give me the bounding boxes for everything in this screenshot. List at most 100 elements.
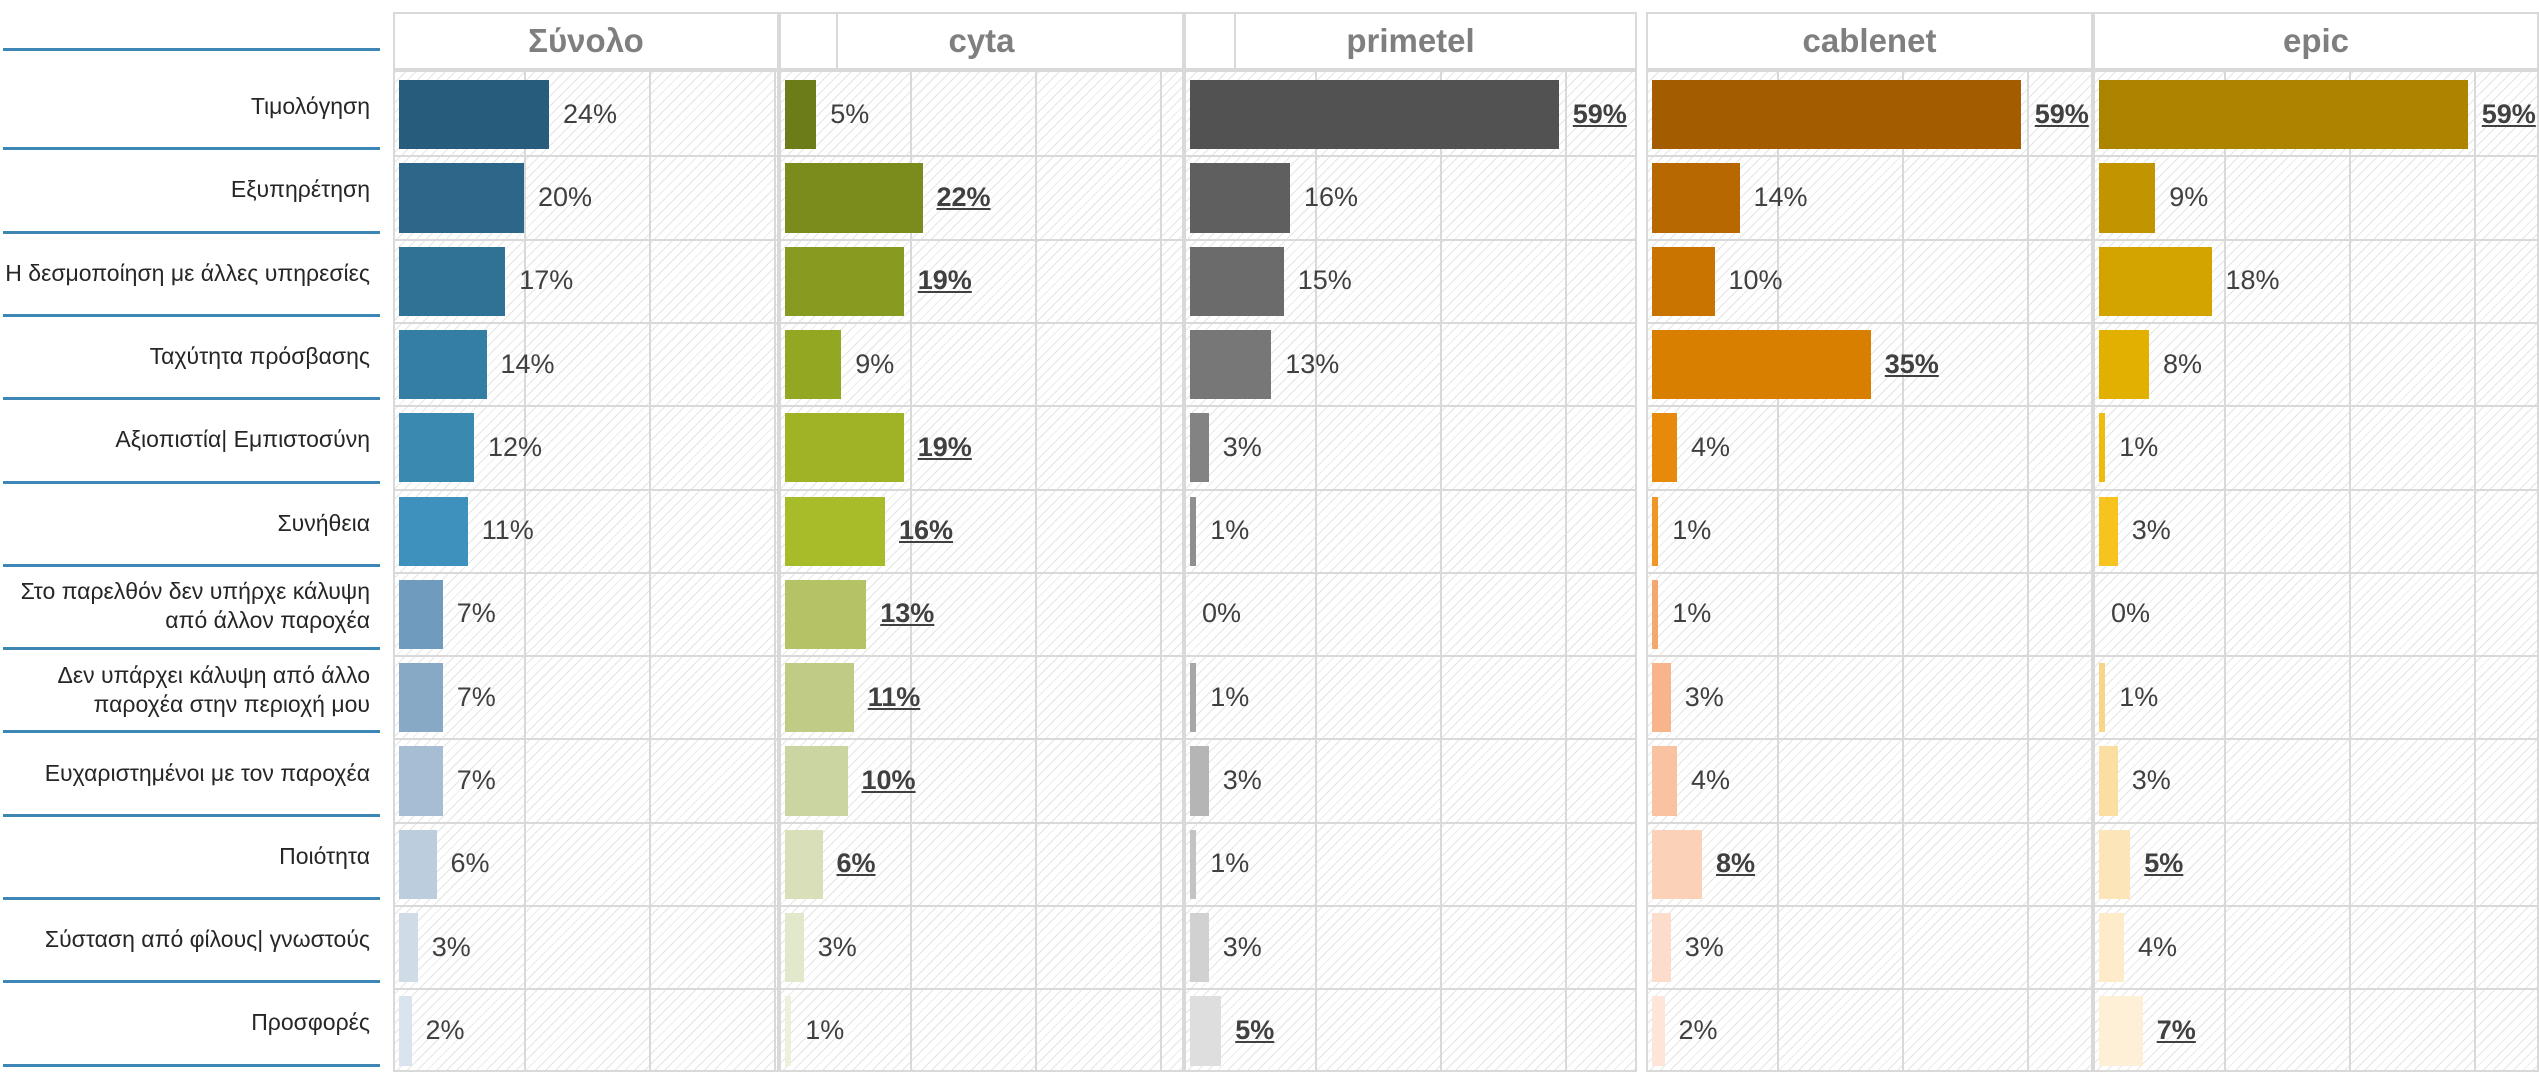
data-label: 0% [1202, 598, 1242, 629]
data-label: 19% [917, 265, 972, 296]
row-gridline [1648, 738, 2091, 741]
bar [1652, 829, 1702, 899]
row-gridline [1648, 155, 2091, 158]
gridline [1440, 72, 1442, 1070]
data-label: 8% [2163, 348, 2203, 379]
data-label: 20% [538, 181, 593, 212]
header-divider [836, 14, 838, 68]
bar [785, 829, 823, 899]
panel-header-cyta: cyta [779, 12, 1184, 70]
gridline [1160, 72, 1162, 1070]
row-gridline [781, 155, 1182, 158]
bar [1190, 246, 1284, 316]
category-label: Η δεσμοποίηση με άλλες υπηρεσίες [5, 259, 370, 286]
row-gridline [2095, 571, 2537, 574]
category-label: Ποιότητα [279, 842, 370, 869]
series-title: cablenet [1802, 22, 1937, 59]
bar [785, 246, 904, 316]
category-label: Ταχύτητα πρόσβασης [149, 343, 370, 370]
row-gridline [781, 738, 1182, 741]
row-labels: Τιμολόγηση Εξυπηρέτηση Η δεσμοποίηση με άλ… [0, 0, 372, 1068]
data-label: 3% [817, 931, 857, 962]
panel-header-cablenet: cablenet [1646, 12, 2093, 70]
row-separator [3, 147, 380, 151]
bar [1652, 746, 1677, 816]
bar [785, 496, 885, 566]
row-gridline [1186, 488, 1635, 491]
bar [2099, 413, 2106, 483]
data-label: 3% [1684, 931, 1724, 962]
data-label: 8% [1716, 848, 1756, 879]
bar [1190, 663, 1197, 733]
bar [399, 746, 443, 816]
data-label: 7% [456, 598, 496, 629]
row-gridline [2095, 488, 2537, 491]
row-gridline [1648, 488, 2091, 491]
bar [1652, 329, 1871, 400]
bar [399, 163, 524, 233]
row-gridline [395, 488, 777, 491]
row-separator [3, 48, 380, 51]
series-title: cyta [948, 22, 1015, 59]
data-label: 1% [1210, 515, 1250, 546]
row-gridline [1648, 988, 2091, 991]
bar [1652, 579, 1659, 650]
row-gridline [1648, 238, 2091, 241]
row-gridline [1648, 655, 2091, 658]
header-divider [1234, 14, 1236, 68]
bar [785, 996, 792, 1066]
bar [785, 579, 867, 650]
row-separator [3, 980, 380, 984]
bar [785, 913, 804, 983]
data-label: 10% [1728, 265, 1783, 296]
bar [2099, 80, 2468, 150]
panel-header-primetel: primetel [1184, 12, 1637, 70]
data-label: 5% [2144, 848, 2184, 879]
gridline [1777, 72, 1779, 1070]
data-label: 3% [2131, 765, 2171, 796]
row-separator [3, 647, 380, 651]
bar [2099, 329, 2149, 400]
data-label: 1% [1672, 598, 1712, 629]
panel-body-4: 59% 9% 18% 8% 1% 3% 0% 1% 3% 5% 4% 7% [2093, 70, 2539, 1072]
bar [1652, 413, 1677, 483]
row-gridline [1648, 905, 2091, 907]
bar [2099, 913, 2124, 983]
row-separator [3, 813, 380, 817]
row-gridline [1186, 905, 1635, 907]
row-separator [3, 313, 380, 317]
data-label: 4% [1691, 765, 1731, 796]
bar [1190, 413, 1209, 483]
data-label: 22% [936, 181, 991, 212]
data-label: 24% [563, 98, 618, 129]
bar [1652, 496, 1659, 566]
data-label: 5% [830, 98, 870, 129]
bar [399, 663, 443, 733]
bar [785, 663, 854, 733]
bar [1652, 996, 1665, 1066]
row-gridline [2095, 238, 2537, 241]
row-separator [3, 1063, 380, 1067]
data-label: 18% [2225, 265, 2280, 296]
row-gridline [395, 905, 777, 907]
data-label: 11% [481, 515, 534, 546]
category-label: Συνήθεια [277, 509, 370, 536]
bar [785, 746, 848, 816]
panel-body-3: 59% 14% 10% 35% 4% 1% 1% 3% 4% 8% 3% 2% [1646, 70, 2093, 1072]
data-label: 1% [1672, 515, 1712, 546]
row-gridline [2095, 988, 2537, 991]
bar [1190, 329, 1272, 400]
data-label: 19% [917, 431, 972, 462]
row-separator [3, 730, 380, 734]
row-gridline [1186, 155, 1635, 158]
data-label: 13% [880, 598, 935, 629]
gridline [774, 72, 776, 1070]
row-gridline [781, 488, 1182, 491]
row-gridline [2095, 655, 2537, 658]
gridline [2224, 72, 2226, 1070]
gridline [1565, 72, 1567, 1070]
data-label: 14% [500, 348, 555, 379]
row-gridline [1648, 571, 2091, 574]
row-gridline [2095, 321, 2537, 324]
row-gridline [781, 988, 1182, 991]
